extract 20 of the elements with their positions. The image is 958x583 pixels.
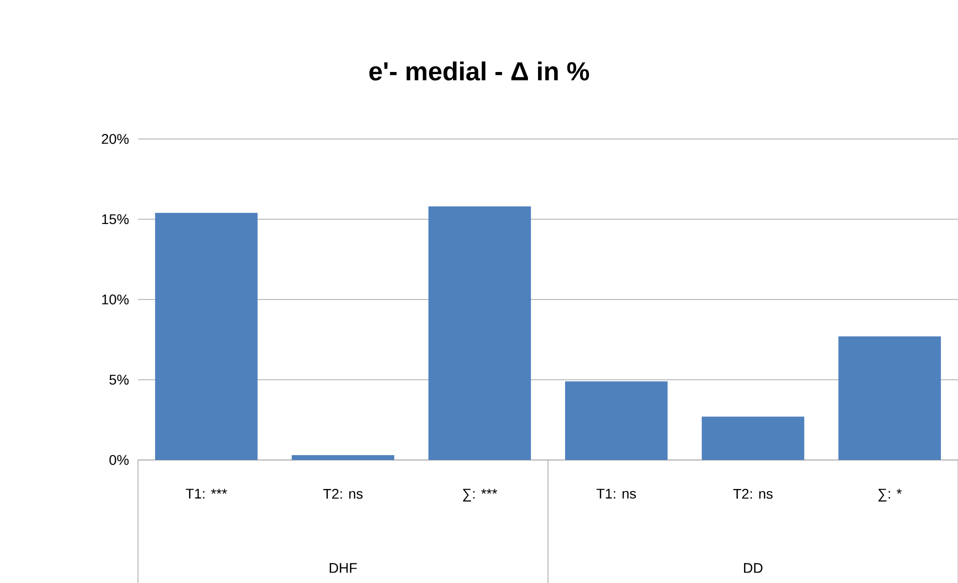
x-tick-label: ∑: *: [878, 488, 902, 502]
y-tick-label: 15%: [102, 214, 129, 224]
x-tick-label: ∑: ***: [463, 488, 498, 502]
x-tick-label: T1: ns: [596, 488, 636, 499]
bar: [155, 212, 258, 460]
bar: [838, 336, 941, 460]
bar: [292, 455, 394, 460]
chart-title: e'- medial - Δ in %: [369, 61, 590, 81]
y-tick-label: 10%: [102, 294, 129, 304]
y-tick-label: 0%: [109, 455, 129, 465]
bar: [565, 381, 668, 460]
x-tick-label: T1: ***: [186, 488, 228, 498]
x-tick-label: T2: ns: [323, 488, 363, 499]
bar: [702, 416, 804, 460]
x-tick-label: T2: ns: [733, 488, 773, 499]
y-tick-label: 5%: [109, 374, 129, 385]
y-tick-label: 20%: [102, 134, 129, 144]
text: DHF: [330, 563, 357, 573]
text: DD: [744, 563, 762, 573]
bar: [428, 206, 531, 460]
